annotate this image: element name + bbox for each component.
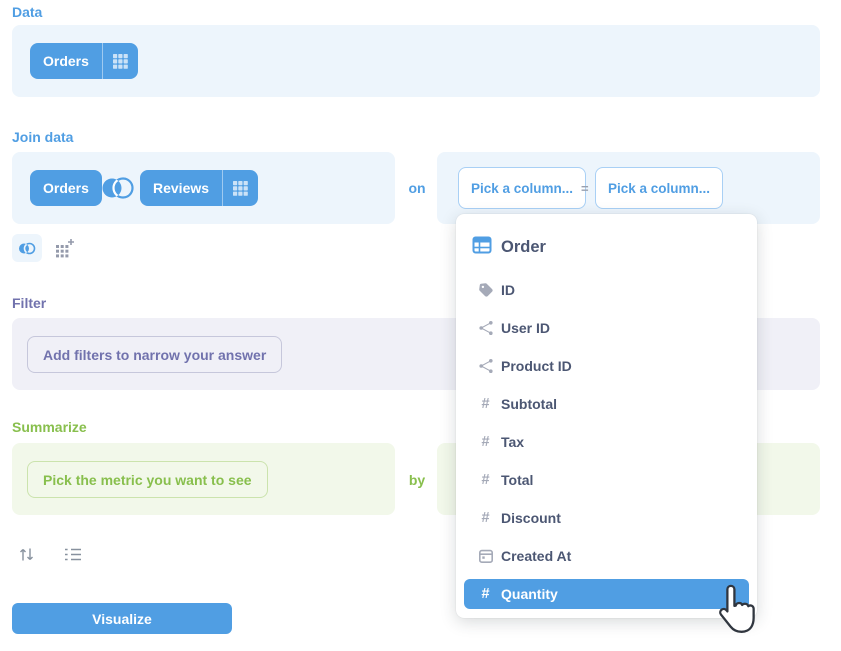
- summarize-by-label: by: [408, 472, 426, 488]
- hash-icon: #: [481, 510, 490, 526]
- join-left-column-picker[interactable]: Pick a column...: [458, 167, 587, 209]
- join-condition-panel: Pick a column... = Pick a column...: [437, 152, 820, 224]
- visualize-button[interactable]: Visualize: [12, 603, 232, 634]
- hash-icon: #: [481, 434, 490, 450]
- join-left-panel: Orders Reviews: [12, 152, 395, 224]
- data-table-button[interactable]: Orders: [30, 43, 138, 79]
- sort-icon[interactable]: [16, 544, 40, 564]
- share-icon: [477, 320, 494, 336]
- join-section-title: Join data: [12, 129, 74, 145]
- join-strategy-button[interactable]: [12, 234, 42, 262]
- column-option-created-at[interactable]: Created At: [464, 541, 749, 571]
- join-right-column-picker[interactable]: Pick a column...: [595, 167, 724, 209]
- hash-icon: #: [481, 472, 490, 488]
- table-grid-icon[interactable]: [222, 170, 258, 206]
- table-icon: [472, 235, 492, 260]
- data-section-title: Data: [12, 4, 43, 20]
- join-operator: =: [581, 181, 589, 196]
- column-option-product-id[interactable]: Product ID: [464, 351, 749, 381]
- row-limit-icon[interactable]: [62, 545, 84, 563]
- add-filters-button[interactable]: Add filters to narrow your answer: [27, 336, 283, 373]
- table-grid-icon[interactable]: [101, 43, 138, 79]
- summarize-section-title: Summarize: [12, 419, 87, 435]
- column-option-subtotal[interactable]: # Subtotal: [464, 389, 749, 419]
- column-option-user-id[interactable]: User ID: [464, 313, 749, 343]
- join-type-venn-icon[interactable]: [98, 174, 138, 202]
- tag-icon: [477, 282, 494, 298]
- column-option-quantity[interactable]: # Quantity: [464, 579, 749, 609]
- join-left-table-button[interactable]: Orders: [30, 170, 102, 206]
- pick-metric-button[interactable]: Pick the metric you want to see: [27, 461, 268, 498]
- filter-section-title: Filter: [12, 295, 47, 311]
- calendar-icon: [477, 548, 494, 564]
- share-icon: [477, 358, 494, 374]
- column-dropdown: Order ID User ID Product ID # Subtotal #…: [456, 214, 757, 618]
- hash-icon: #: [481, 586, 490, 602]
- data-panel: Orders: [12, 25, 820, 97]
- join-left-table-label: Orders: [43, 180, 89, 196]
- column-option-discount[interactable]: # Discount: [464, 503, 749, 533]
- column-option-tax[interactable]: # Tax: [464, 427, 749, 457]
- column-dropdown-header: Order: [472, 233, 546, 261]
- column-option-id[interactable]: ID: [464, 275, 749, 305]
- summarize-metric-panel: Pick the metric you want to see: [12, 443, 395, 515]
- dropdown-table-name: Order: [501, 237, 546, 256]
- join-on-label: on: [408, 180, 426, 196]
- join-right-table-label: Reviews: [153, 180, 210, 196]
- data-table-label: Orders: [43, 53, 89, 69]
- join-right-table-button[interactable]: Reviews: [140, 170, 259, 206]
- venn-small-icon: [19, 242, 36, 254]
- column-option-total[interactable]: # Total: [464, 465, 749, 495]
- hash-icon: #: [481, 396, 490, 412]
- column-dropdown-list: ID User ID Product ID # Subtotal # Tax #…: [464, 275, 749, 617]
- add-join-step-icon[interactable]: [53, 236, 77, 260]
